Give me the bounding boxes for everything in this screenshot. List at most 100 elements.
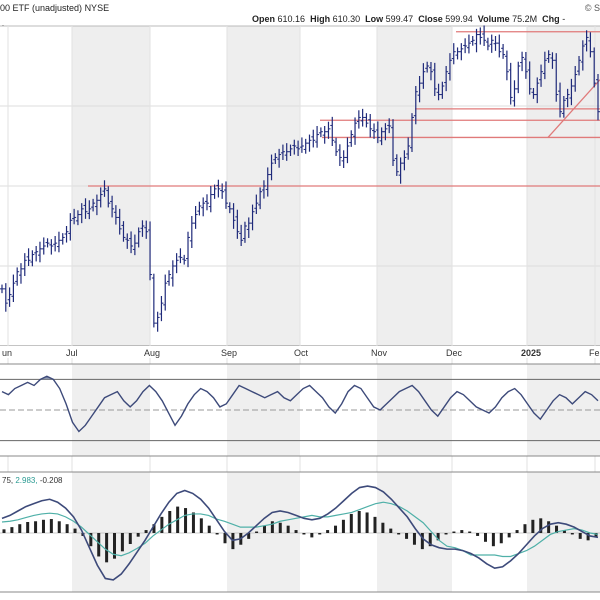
x-axis: un Jul Aug Sep Oct Nov Dec 2025 Feb bbox=[0, 346, 600, 358]
ohlc-bar bbox=[341, 150, 346, 168]
ohlc-bar bbox=[440, 81, 445, 99]
ohlc-bar bbox=[296, 140, 301, 156]
ohlc-bar bbox=[117, 208, 122, 235]
macd-histogram-bar bbox=[326, 530, 330, 533]
ohlc-bar bbox=[531, 88, 536, 99]
macd-histogram-bar bbox=[97, 533, 101, 557]
ohlc-bar bbox=[231, 203, 236, 229]
ohlc-bar bbox=[535, 77, 540, 104]
macd-histogram-bar bbox=[444, 533, 448, 535]
ohlc-bar bbox=[474, 28, 479, 53]
macd-line bbox=[1, 485, 599, 581]
ohlc-bar bbox=[273, 153, 278, 164]
macd-histogram-bar bbox=[405, 533, 409, 539]
ohlc-bar bbox=[360, 108, 365, 127]
ohlc-bar bbox=[284, 143, 289, 161]
ohlc-bar bbox=[432, 62, 437, 96]
macd-histogram-bar bbox=[294, 530, 298, 533]
macd-histogram-bar bbox=[270, 521, 274, 533]
ohlc-bar bbox=[561, 96, 566, 118]
macd-histogram-bar bbox=[49, 519, 53, 533]
ohlc-bar bbox=[113, 205, 118, 225]
ohlc-bar bbox=[223, 181, 228, 209]
ohlc-bar bbox=[322, 126, 327, 144]
ohlc-bar bbox=[288, 144, 293, 156]
ohlc-bar bbox=[368, 114, 373, 138]
ohlc-bar bbox=[299, 137, 304, 153]
macd-histogram-bar bbox=[491, 533, 495, 547]
price-bars[interactable] bbox=[0, 25, 600, 332]
macd-histogram-bar bbox=[570, 533, 574, 535]
ohlc-bar bbox=[501, 44, 506, 59]
ohlc-bar bbox=[269, 154, 274, 181]
ohlc-bar bbox=[167, 270, 172, 286]
ohlc-bar bbox=[151, 273, 156, 328]
ohlc-bar bbox=[30, 250, 35, 267]
ohlc-bar bbox=[204, 194, 209, 211]
macd-histogram-bar bbox=[2, 529, 6, 533]
macd-legend: 75, 2.983, -0.208 bbox=[2, 476, 63, 485]
macd-histogram-bar bbox=[73, 528, 77, 533]
ohlc-bar bbox=[573, 66, 578, 92]
ohlc-bar bbox=[129, 231, 134, 254]
rsi-line bbox=[1, 375, 599, 433]
ohlc-bar bbox=[527, 61, 532, 95]
ohlc-bar bbox=[201, 197, 206, 217]
ohlc-bar bbox=[246, 217, 251, 238]
ohlc-bar bbox=[208, 186, 213, 213]
ohlc-bar bbox=[75, 210, 80, 226]
rsi-panel bbox=[0, 363, 600, 457]
macd-legend-value: 75, bbox=[2, 476, 15, 485]
ohlc-bar bbox=[485, 37, 490, 51]
ohlc-bar bbox=[569, 78, 574, 106]
macd-histogram-bar bbox=[120, 533, 124, 552]
ohlc-bar bbox=[49, 239, 54, 255]
macd-histogram-bar bbox=[191, 512, 195, 533]
ohlc-bar bbox=[7, 287, 12, 307]
ohlc-bar bbox=[406, 137, 411, 160]
macd-legend-hist: -0.208 bbox=[40, 476, 63, 485]
macd-histogram-bar bbox=[247, 533, 251, 539]
macd-histogram-bar bbox=[286, 525, 290, 533]
ohlc-bar bbox=[413, 86, 418, 125]
ohlc-bar bbox=[125, 233, 130, 249]
ohlc-bar bbox=[447, 53, 452, 81]
ohlc-bar bbox=[459, 43, 464, 61]
ohlc-bar bbox=[520, 51, 525, 72]
ohlc-bar bbox=[258, 187, 263, 210]
ohlc-bar bbox=[391, 119, 396, 166]
macd-histogram-bar bbox=[113, 533, 117, 559]
ohlc-bar bbox=[37, 241, 42, 263]
ohlc-bar bbox=[387, 118, 392, 134]
ohlc-bar bbox=[497, 34, 502, 58]
ohlc-bar bbox=[372, 123, 377, 139]
ohlc-bar bbox=[592, 47, 597, 88]
ohlc-bar bbox=[102, 180, 107, 197]
ohlc-bar bbox=[11, 274, 16, 302]
ohlc-bar bbox=[337, 144, 342, 166]
macd-histogram-bar bbox=[207, 525, 211, 533]
ohlc-bar bbox=[478, 27, 483, 45]
x-tick-label: Nov bbox=[371, 348, 388, 358]
macd-histogram-bar bbox=[594, 533, 598, 538]
ohlc-bar bbox=[3, 283, 8, 312]
ohlc-bar bbox=[428, 62, 433, 81]
ohlc-bar bbox=[493, 36, 498, 51]
ohlc-bar bbox=[174, 253, 179, 274]
ohlc-bar bbox=[64, 226, 69, 243]
ohlc-bar bbox=[18, 263, 23, 284]
ohlc-bar bbox=[68, 213, 73, 241]
macd-histogram-bar bbox=[144, 530, 148, 533]
ohlc-bar bbox=[375, 121, 380, 144]
macd-histogram-bar bbox=[397, 533, 401, 535]
ohlc-bar bbox=[0, 284, 4, 294]
x-tick-label: Dec bbox=[446, 348, 463, 358]
ohlc-bar bbox=[34, 246, 39, 262]
ohlc-bar bbox=[330, 116, 335, 146]
ohlc-bar bbox=[132, 234, 137, 256]
macd-histogram-bar bbox=[515, 530, 519, 533]
ohlc-bar bbox=[353, 117, 358, 145]
macd-histogram-bar bbox=[318, 533, 322, 535]
ohlc-bar bbox=[379, 127, 384, 146]
